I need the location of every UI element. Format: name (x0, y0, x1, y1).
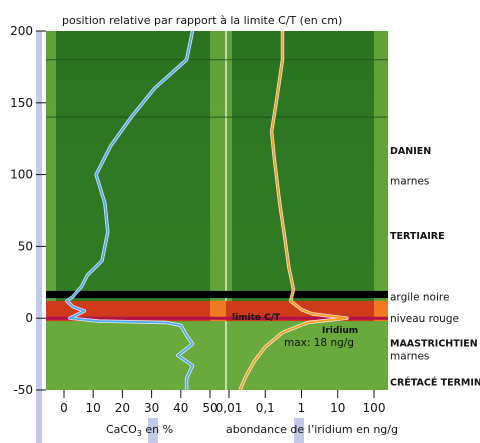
caco3-panel-light-bg (46, 321, 226, 390)
side-label-2: TERTIAIRE (390, 231, 445, 242)
iridium-panel-edge-strip-1 (374, 31, 388, 390)
iridium-tick-label-2: 1 (298, 401, 306, 415)
horizontal-lines (46, 59, 388, 118)
side-label-3: argile noire (390, 292, 449, 304)
caco3-curve-0-line (66, 30, 194, 390)
caco3-label-sub: 3 (137, 429, 142, 438)
iridium-tick-label-4: 100 (363, 401, 386, 415)
iridium-tick-label-1: 0,1 (256, 401, 275, 415)
side-labels: DANIEN marnes TERTIAIRE argile noire niveau … (390, 146, 480, 388)
niveau-rouge-strip-right (374, 300, 388, 322)
iridium-curve-0-line (239, 31, 348, 391)
side-label-6: marnes (390, 351, 429, 363)
y-tick-label-1: 0 (25, 311, 33, 325)
side-label-5: MAASTRICHTIEN (390, 339, 478, 350)
niveau-rouge-strip-left (210, 300, 226, 322)
side-label-1: marnes (390, 175, 429, 187)
strata-bands (46, 290, 388, 322)
argile-noire-band (46, 290, 388, 299)
caco3-tick-label-4: 40 (173, 401, 188, 415)
y-tick-label-2: 50 (18, 239, 33, 253)
y-ticks: -50 0 50 100 150 200 (10, 24, 46, 397)
iridium-axis-label: abondance de l’iridium en ng/g (226, 423, 398, 436)
side-label-7: CRÉTACÉ TERMINAL (390, 376, 480, 388)
caco3-tick-label-2: 20 (115, 401, 130, 415)
caco3-label-rest: en % (142, 423, 173, 436)
iridium-tick-label-3: 10 (330, 401, 345, 415)
y-tick-label-0: -50 (13, 383, 33, 397)
caco3-label-main: CaCO (106, 423, 137, 436)
iridium-axis-marker (294, 418, 304, 443)
caco3-tick-label-1: 10 (86, 401, 101, 415)
caco3-tick-label-3: 30 (144, 401, 159, 415)
y-tick-label-5: 200 (10, 24, 33, 38)
caco3-tick-label-5: 50 (202, 401, 217, 415)
y-axis-strip (36, 31, 42, 443)
iridium-panel-edge-strip-0 (226, 31, 232, 390)
curves-layer (65, 30, 349, 391)
caco3-axis-marker (148, 418, 158, 443)
iridium-panel-light-bg (226, 321, 388, 390)
side-label-4: niveau rouge (390, 313, 459, 325)
iridium-max-annotation: max: 18 ng/g (284, 337, 354, 349)
x-ticks-iridium: 0,01 0,1 1 10 100 (216, 390, 386, 415)
caco3-axis-label: CaCO3 en % (106, 423, 173, 438)
x-ticks-caco3: 0 10 20 30 40 50 (60, 390, 218, 415)
chart-title: position relative par rapport à la limit… (62, 14, 342, 27)
caco3-panel-edge-strip-0 (46, 31, 56, 390)
panels-layer (46, 31, 388, 390)
iridium-tick-label-0: 0,01 (216, 401, 243, 415)
iridium-annotation: Iridium (322, 326, 358, 336)
side-label-0: DANIEN (390, 146, 431, 157)
caco3-tick-label-0: 0 (60, 401, 68, 415)
limite-ct-annotation: limite C/T (232, 313, 281, 323)
caco3-panel-edge-strip-1 (210, 31, 226, 390)
y-tick-label-3: 100 (10, 168, 33, 182)
y-tick-label-4: 150 (10, 96, 33, 110)
